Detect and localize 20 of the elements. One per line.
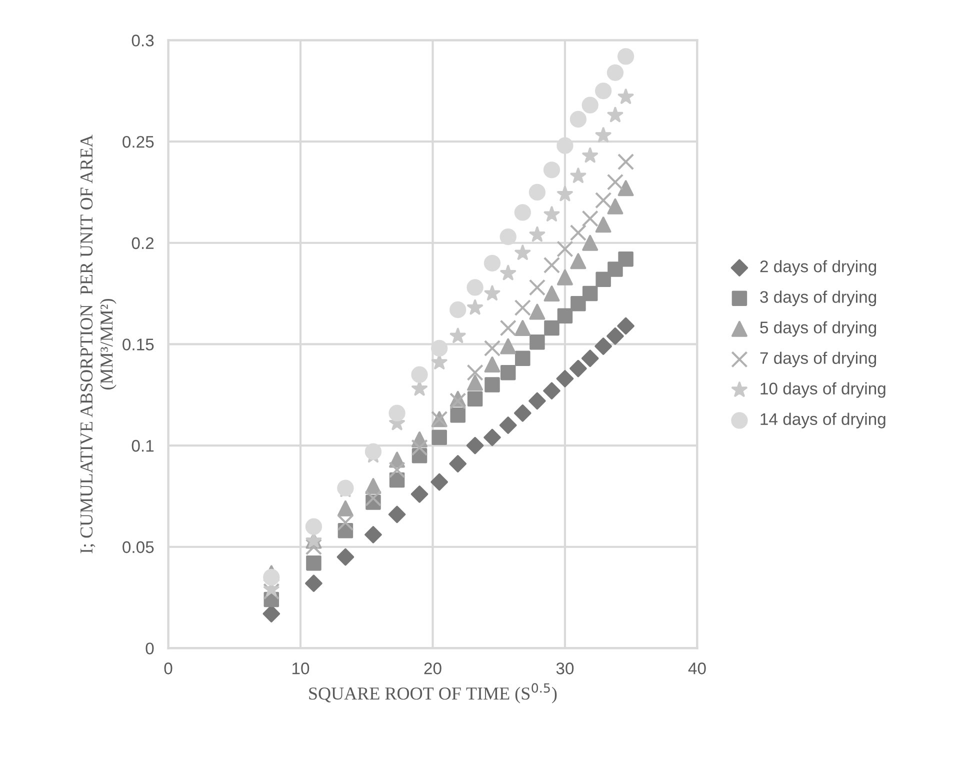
x-tick-label: 30 xyxy=(556,662,574,674)
x-tick-label: 20 xyxy=(424,662,442,674)
legend-label: 2 days of drying xyxy=(760,260,876,276)
y-tick-label: 0.25 xyxy=(122,136,154,148)
y-tick-label: 0.2 xyxy=(132,237,154,250)
y-tick-label: 0.15 xyxy=(122,338,154,350)
legend-label: 3 days of drying xyxy=(760,290,876,306)
y-axis-title: I; CUMULATIVE ABSORPTION PER UNIT OF AREA (MM³/MM²) xyxy=(80,134,116,554)
x-tick-label: 10 xyxy=(292,662,310,674)
legend-label: 5 days of drying xyxy=(760,321,876,337)
y-tick-label: 0.05 xyxy=(122,541,154,554)
x-axis-title: SQUARE ROOT OF TIME (S$^{0.5}$) xyxy=(309,683,557,704)
y-tick-label: 0.1 xyxy=(132,440,154,452)
y-tick-label: 0 xyxy=(146,642,154,654)
x-tick-label: 0 xyxy=(164,662,172,674)
x-tick-label: 40 xyxy=(688,662,706,674)
y-tick-label: 0.3 xyxy=(132,34,154,46)
legend-label: 7 days of drying xyxy=(760,352,876,368)
legend-label: 10 days of drying xyxy=(760,382,886,398)
legend-label: 14 days of drying xyxy=(760,412,886,428)
